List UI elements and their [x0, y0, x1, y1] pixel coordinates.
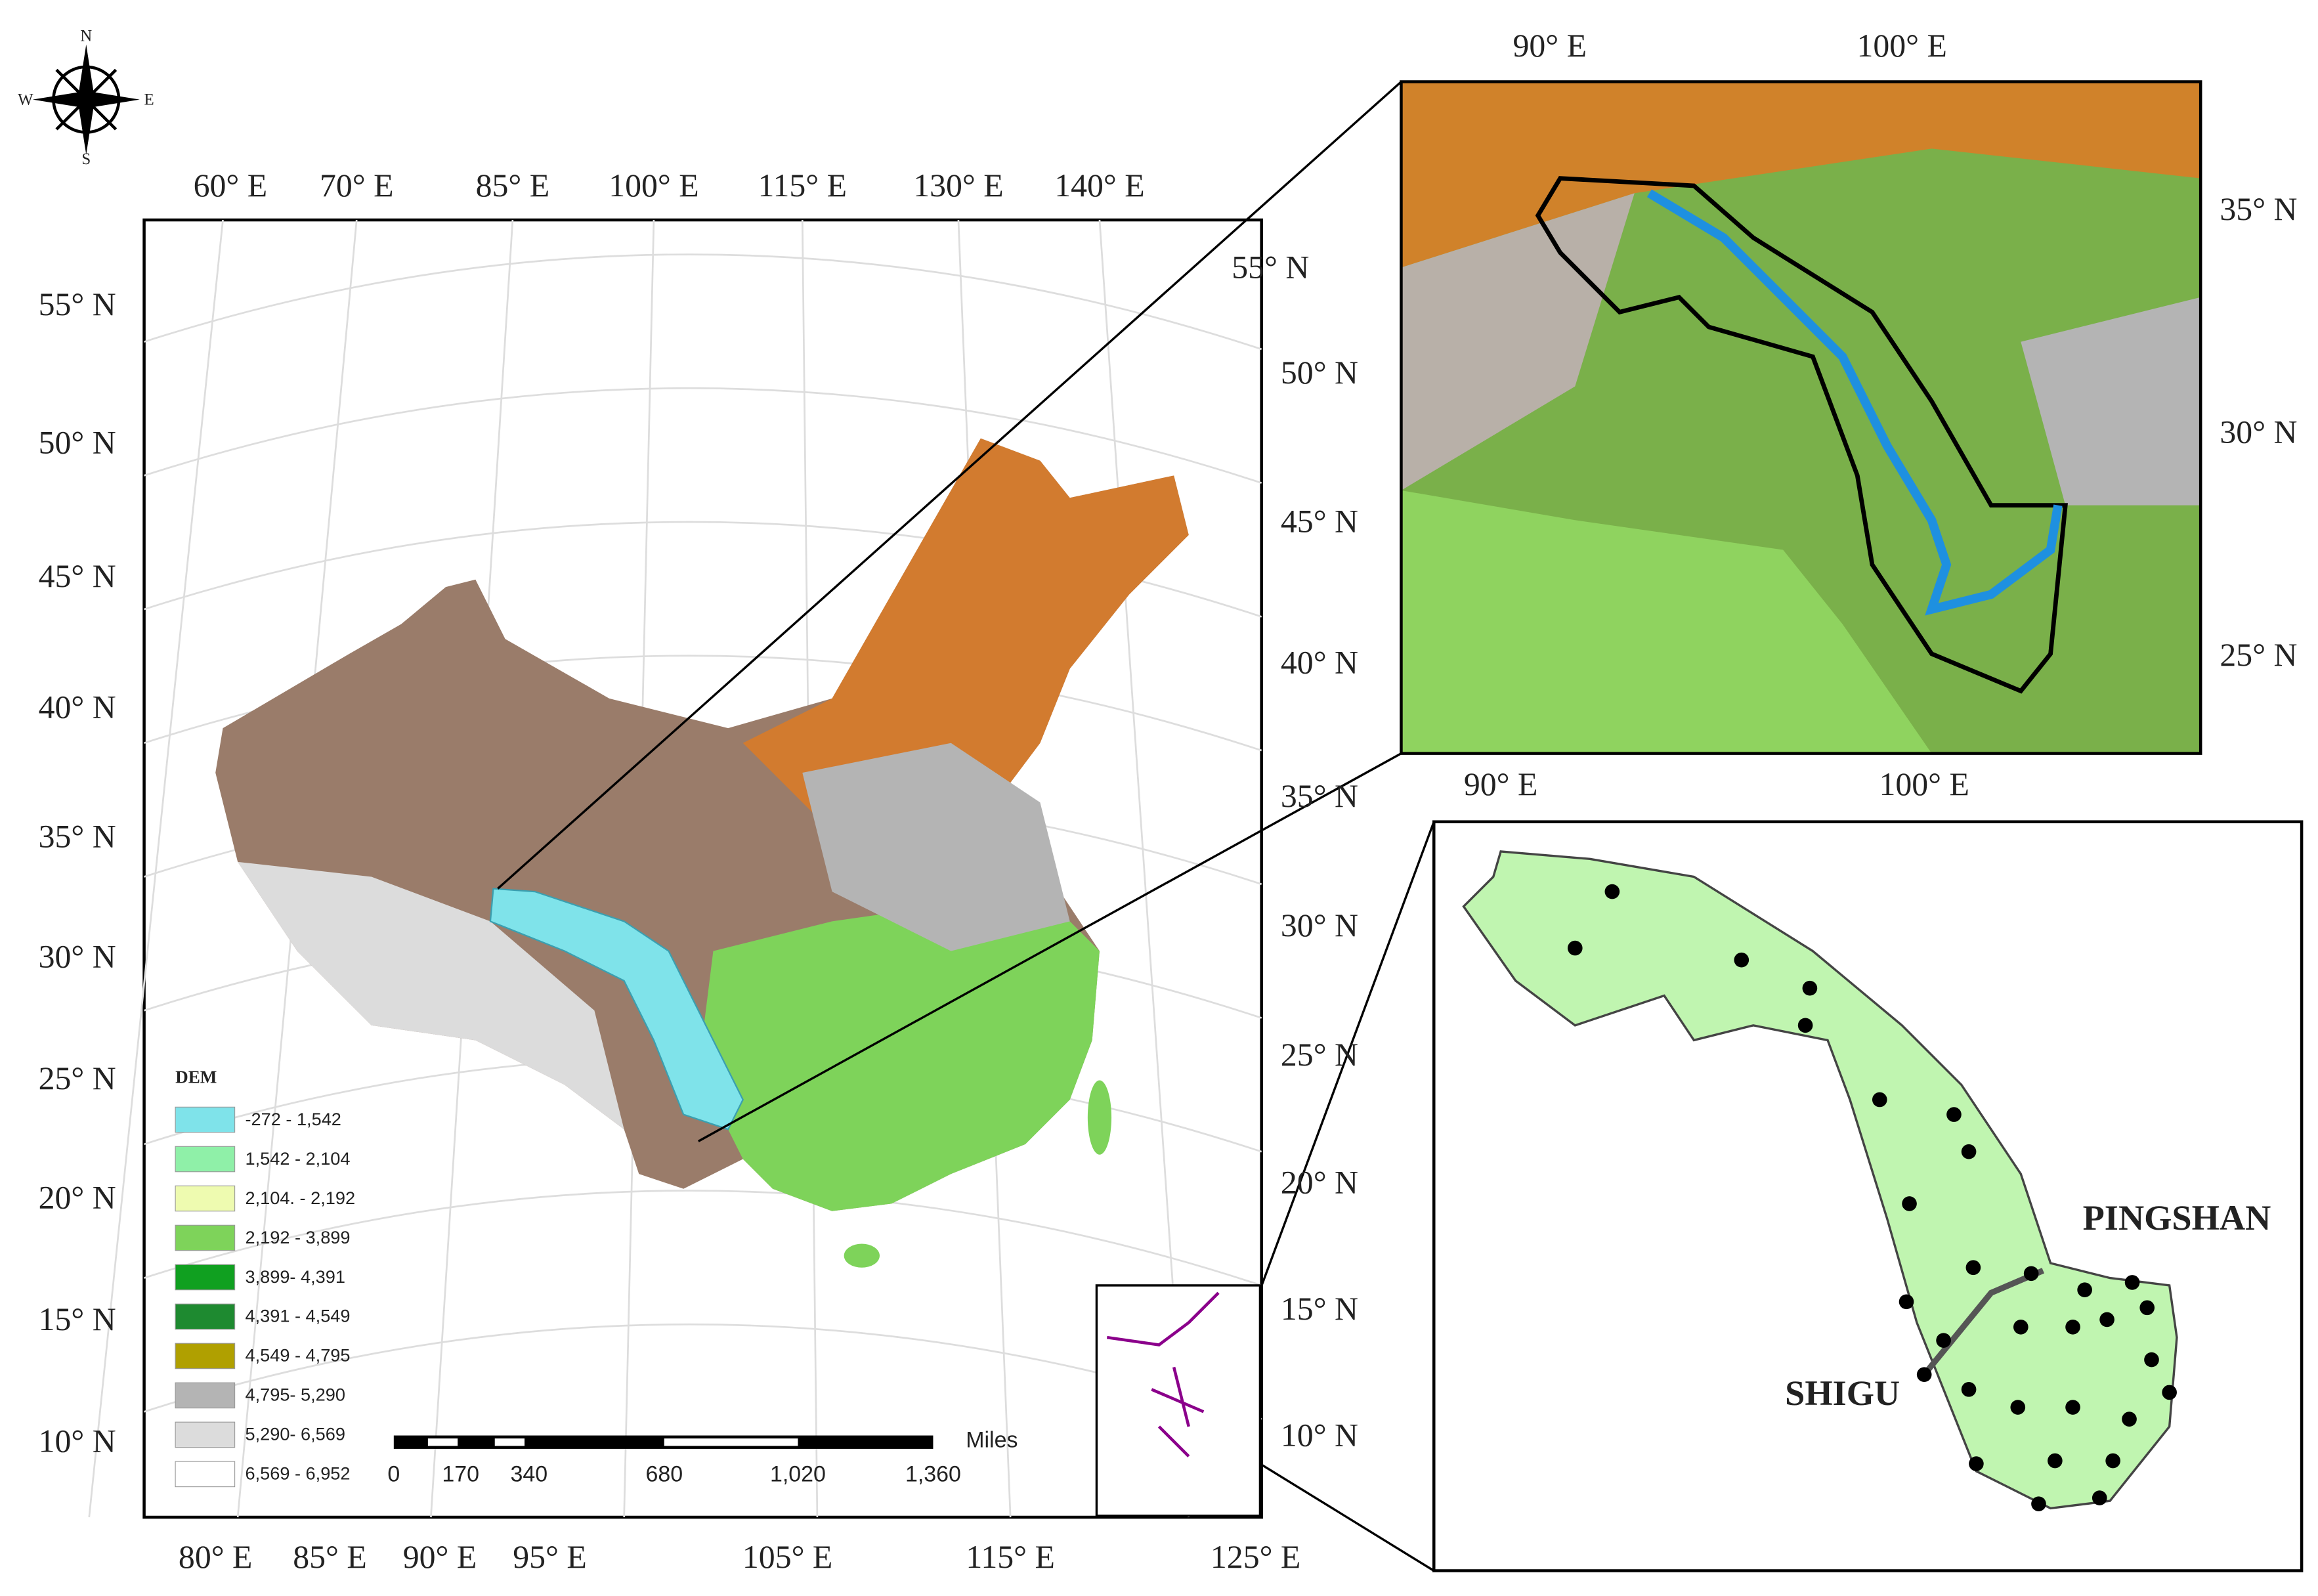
latitude-label: 50° N: [1281, 355, 1358, 391]
latitude-label: 15° N: [1281, 1291, 1358, 1327]
longitude-label: 95° E: [513, 1539, 587, 1575]
scale-label: 1,360: [905, 1462, 961, 1487]
longitude-label: 100° E: [1857, 28, 1947, 64]
legend-swatch: [175, 1224, 236, 1251]
compass-s: S: [81, 150, 91, 168]
latitude-label: 55° N: [1232, 249, 1309, 285]
longitude-label: 70° E: [320, 167, 394, 204]
legend-swatch: [175, 1382, 236, 1409]
longitude-label: 90° E: [403, 1539, 477, 1575]
latitude-label: 40° N: [39, 689, 116, 725]
latitude-label: 10° N: [1281, 1417, 1358, 1453]
longitude-label: 100° E: [609, 167, 698, 204]
latitude-label: 35° N: [39, 818, 116, 854]
latitude-label: 55° N: [39, 286, 116, 322]
latitude-label: 15° N: [39, 1301, 116, 1337]
latitude-label: 20° N: [1281, 1165, 1358, 1201]
legend-label: 4,549 - 4,795: [245, 1345, 350, 1366]
longitude-label: 100° E: [1879, 766, 1969, 802]
longitude-label: 85° E: [476, 167, 550, 204]
latitude-label: 20° N: [39, 1179, 116, 1215]
longitude-label: 125° E: [1211, 1539, 1300, 1575]
latitude-label: 35° N: [1281, 778, 1358, 814]
scale-label: 1,020: [770, 1462, 826, 1487]
legend-label: 2,104. - 2,192: [245, 1188, 355, 1208]
longitude-label: 80° E: [179, 1539, 253, 1575]
legend-title: DEM: [175, 1068, 217, 1087]
legend-label: 1,542 - 2,104: [245, 1148, 350, 1169]
compass-w: W: [18, 91, 33, 109]
latitude-label: 45° N: [1281, 503, 1358, 539]
station-label: PINGSHAN: [2083, 1198, 2271, 1238]
legend-label: 3,899- 4,391: [245, 1266, 345, 1287]
legend-label: 6,569 - 6,952: [245, 1463, 350, 1484]
legend-swatch: [175, 1264, 236, 1291]
legend-swatch: [175, 1146, 236, 1173]
longitude-label: 115° E: [758, 167, 847, 204]
latitude-label: 40° N: [1281, 644, 1358, 680]
longitude-label: 90° E: [1513, 28, 1587, 64]
legend-swatch: [175, 1303, 236, 1330]
latitude-label: 30° N: [2220, 414, 2297, 450]
longitude-label: 130° E: [913, 167, 1003, 204]
compass-e: E: [144, 91, 154, 109]
latitude-label: 25° N: [39, 1060, 116, 1096]
latitude-label: 45° N: [39, 558, 116, 594]
latitude-label: 25° N: [2220, 637, 2297, 673]
legend-label: 2,192 - 3,899: [245, 1227, 350, 1247]
latitude-label: 30° N: [1281, 907, 1358, 943]
legend-swatch: [175, 1461, 236, 1488]
station-label: SHIGU: [1785, 1373, 1900, 1413]
legend-swatch: [175, 1106, 236, 1133]
scale-label: 0: [387, 1462, 400, 1487]
legend-label: -272 - 1,542: [245, 1109, 341, 1129]
compass-n: N: [80, 27, 92, 45]
connector-lines: [497, 81, 1435, 1572]
scale-label: 340: [510, 1462, 547, 1487]
compass-rose: [32, 44, 140, 155]
legend-swatch: [175, 1421, 236, 1448]
legend-swatch: [175, 1343, 236, 1370]
longitude-label: 90° E: [1464, 766, 1538, 802]
longitude-label: 140° E: [1054, 167, 1144, 204]
inset-bottom-map: [1432, 820, 2304, 1572]
inset-top-map: [1400, 80, 2202, 755]
latitude-label: 25° N: [1281, 1037, 1358, 1073]
longitude-label: 85° E: [293, 1539, 367, 1575]
latitude-label: 35° N: [2220, 191, 2297, 227]
scale-unit: Miles: [966, 1428, 1018, 1453]
scale-label: 170: [442, 1462, 479, 1487]
main-map: [88, 218, 1263, 1519]
latitude-label: 30° N: [39, 939, 116, 975]
scale-label: 680: [645, 1462, 683, 1487]
legend-label: 4,391 - 4,549: [245, 1306, 350, 1326]
legend-label: 4,795- 5,290: [245, 1385, 345, 1405]
latitude-label: 50° N: [39, 424, 116, 460]
longitude-label: 115° E: [966, 1539, 1055, 1575]
latitude-label: 10° N: [39, 1423, 116, 1459]
legend-label: 5,290- 6,569: [245, 1424, 345, 1444]
longitude-label: 60° E: [194, 167, 268, 204]
longitude-label: 105° E: [742, 1539, 832, 1575]
legend-swatch: [175, 1185, 236, 1212]
